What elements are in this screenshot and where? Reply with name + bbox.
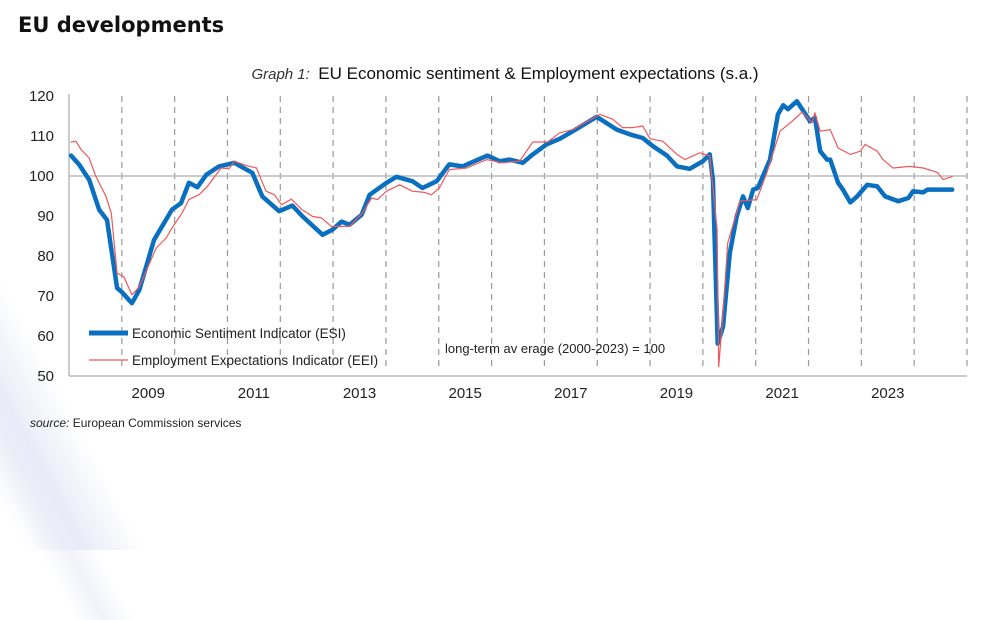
x-tick-label: 2009 xyxy=(132,385,165,402)
y-tick-label: 50 xyxy=(37,368,54,385)
source-text: European Commission services xyxy=(72,416,242,430)
y-tick-label: 70 xyxy=(37,288,54,305)
x-tick-label: 2015 xyxy=(448,385,481,402)
esi-series-line xyxy=(68,98,955,346)
x-tick-label: 2013 xyxy=(343,385,376,402)
source-label: source: xyxy=(30,416,70,430)
y-tick-label: 60 xyxy=(37,328,54,345)
legend-eei-label: Employment Expectations Indicator (EEI) xyxy=(132,353,378,368)
y-tick-label: 100 xyxy=(29,168,54,185)
x-tick-label: 2021 xyxy=(765,385,798,402)
legend-esi-label: Economic Sentiment Indicator (ESI) xyxy=(132,326,346,341)
x-tick-label: 2017 xyxy=(554,385,587,402)
x-tick-label: 2019 xyxy=(660,385,693,402)
chart-title: Graph 1: EU Economic sentiment & Employm… xyxy=(251,64,758,83)
chart-title-prefix: Graph 1: xyxy=(251,66,309,83)
chart: Graph 1: EU Economic sentiment & Employm… xyxy=(29,64,968,402)
y-tick-label: 120 xyxy=(29,88,54,105)
y-tick-label: 110 xyxy=(30,128,54,145)
x-tick-label: 2011 xyxy=(238,385,270,402)
y-tick-label: 90 xyxy=(37,208,54,225)
chart-title-text: EU Economic sentiment & Employment expec… xyxy=(318,64,758,83)
page-heading: EU developments xyxy=(18,13,225,37)
eei-series-line xyxy=(70,111,953,368)
annotation-long-term-average: long-term av erage (2000-2023) = 100 xyxy=(445,341,665,356)
source-note: source: European Commission services xyxy=(30,416,241,430)
legend: Economic Sentiment Indicator (ESI) Emplo… xyxy=(89,326,378,368)
y-tick-label: 80 xyxy=(37,248,54,265)
x-tick-label: 2023 xyxy=(871,385,904,402)
